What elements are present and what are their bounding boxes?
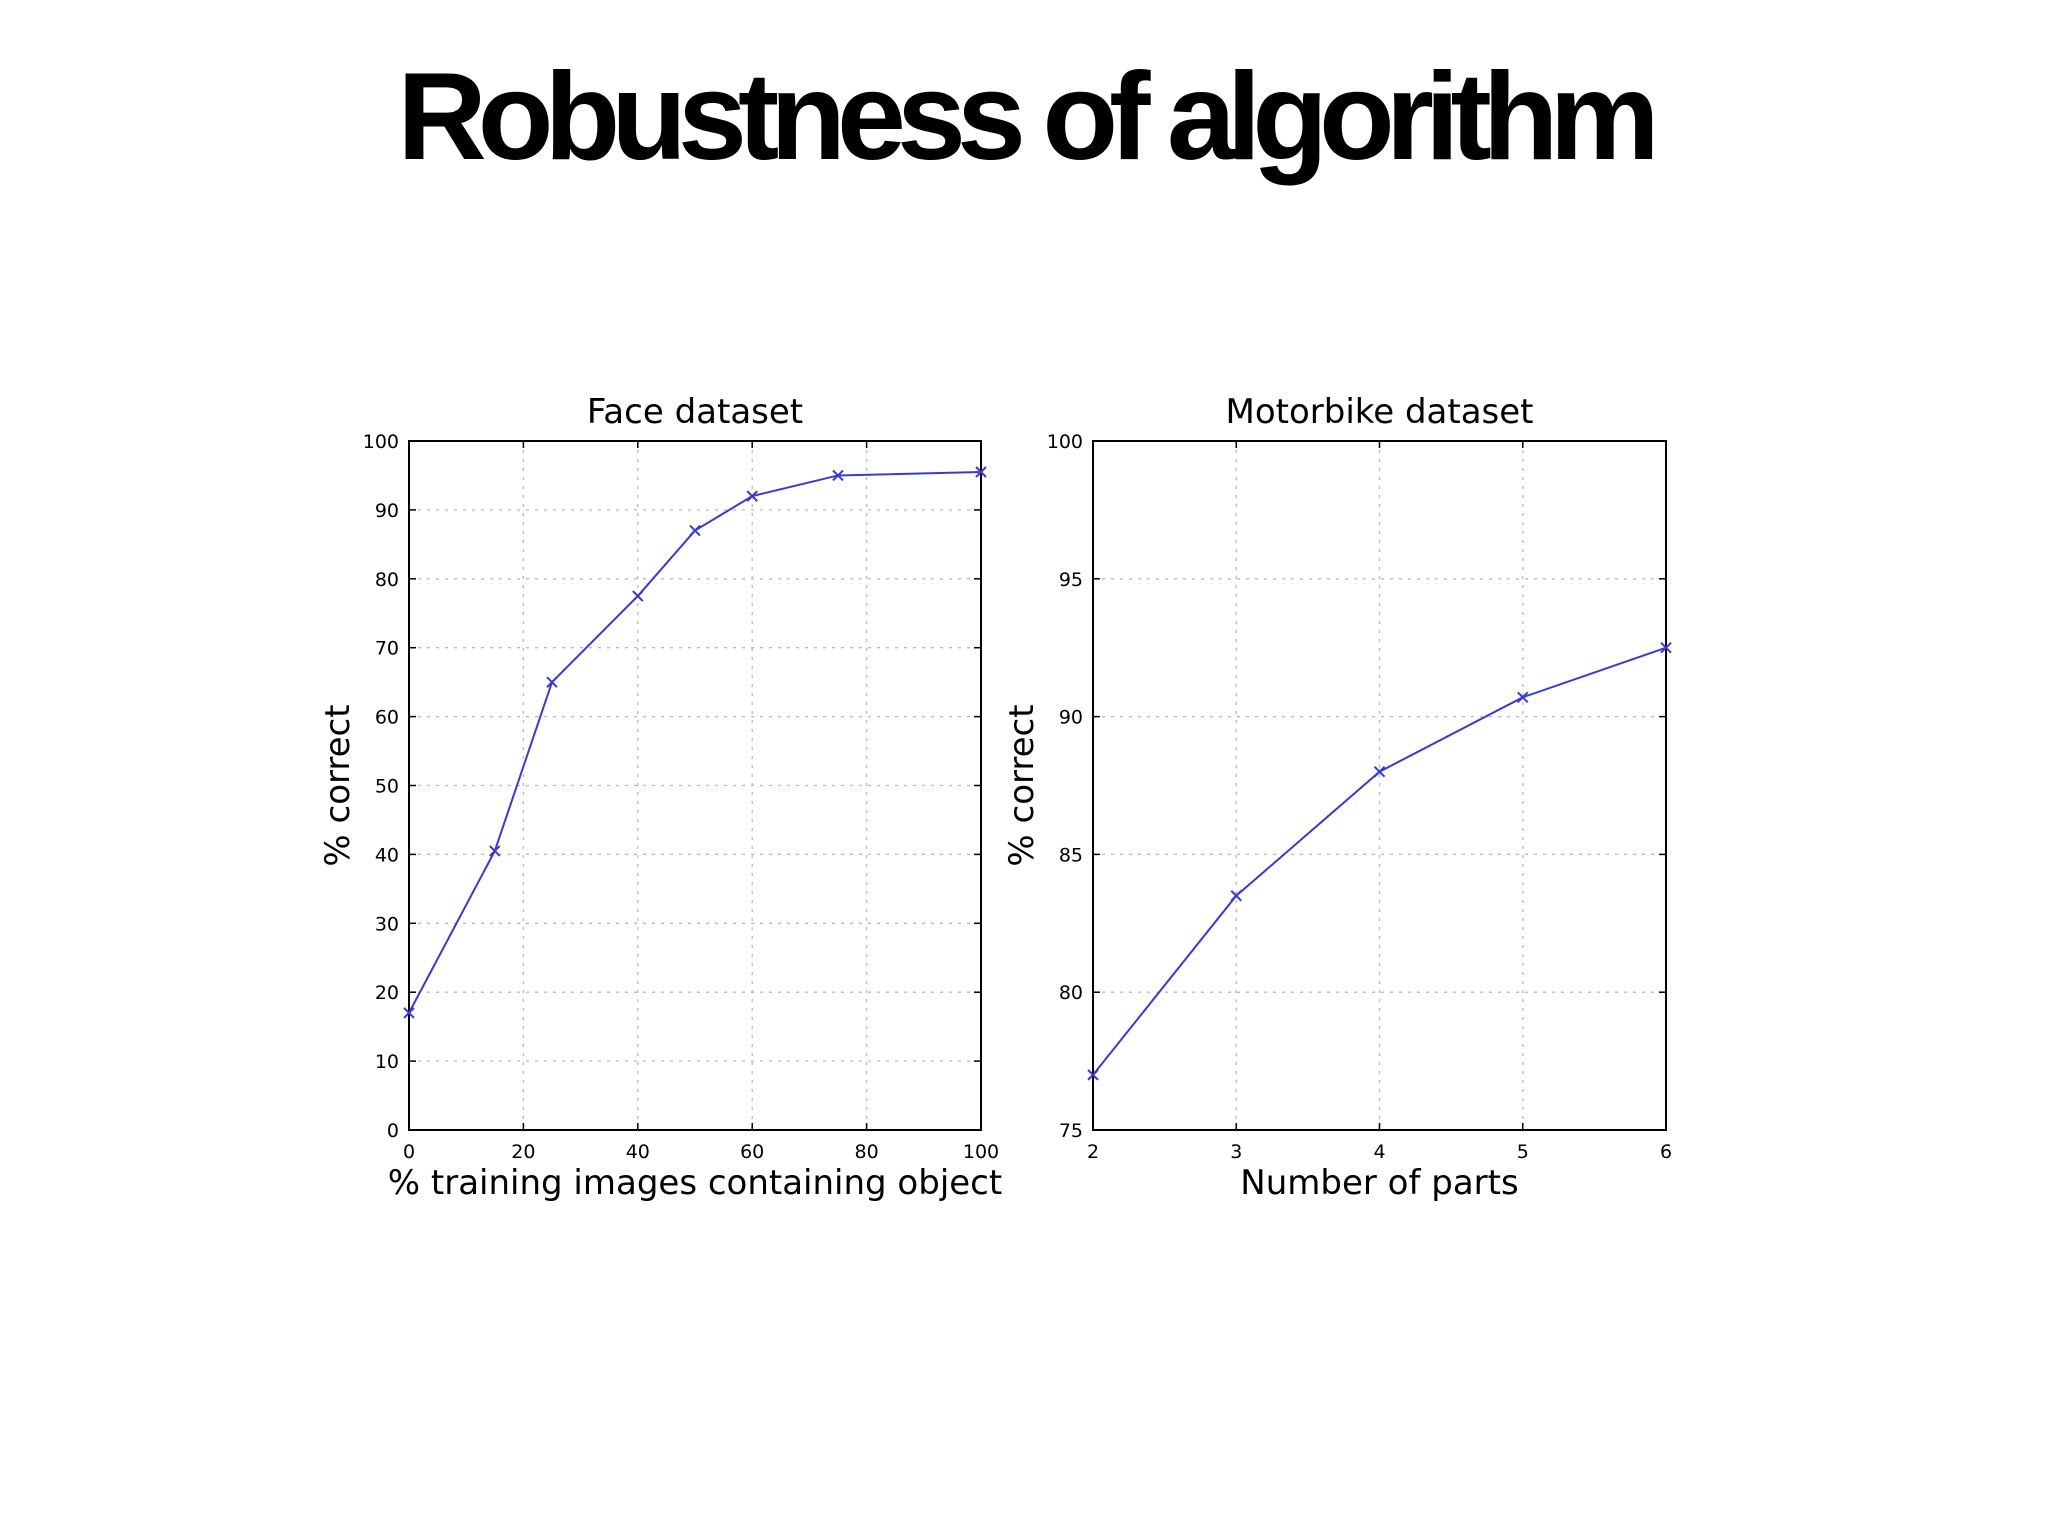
data-point-marker: [403, 1007, 415, 1019]
marker-stroke: [832, 469, 844, 482]
data-point-marker: [546, 676, 558, 688]
x-tick-label: 80: [855, 1141, 879, 1163]
marker-stroke: [975, 466, 987, 478]
x-tick-label: 100: [963, 1141, 999, 1163]
x-tick-label: 5: [1517, 1141, 1529, 1163]
data-point-marker: [746, 490, 758, 502]
y-axis-label: % correct: [1002, 704, 1042, 866]
x-tick-label: 4: [1373, 1141, 1385, 1163]
x-axis-label: Number of parts: [1240, 1163, 1518, 1203]
y-tick-label: 90: [375, 500, 399, 522]
motorbike-dataset-chart: 2 3 4 5 6 75 80 85 90 95 100 Motorbike dataset Numbe…: [1002, 392, 1672, 1203]
y-tick-label: 20: [375, 982, 399, 1004]
y-tick-label: 60: [375, 707, 399, 729]
y-tick-label: 0: [387, 1120, 399, 1142]
y-tick-label: 100: [1047, 431, 1083, 453]
y-tick-label: 100: [363, 431, 399, 453]
x-axis-label: % training images containing object: [388, 1163, 1002, 1203]
x-tick-label: 6: [1660, 1141, 1672, 1163]
series-line: [408, 471, 982, 1014]
data-point-marker: [1230, 890, 1242, 902]
y-axis-label: % correct: [318, 704, 358, 866]
data-point-marker: [832, 469, 844, 482]
marker-stroke: [746, 490, 758, 502]
y-tick-label: 95: [1059, 569, 1083, 591]
marker-stroke: [1373, 766, 1386, 778]
data-point-marker: [1517, 691, 1529, 704]
y-tick-label: 85: [1059, 844, 1083, 866]
x-tick-label: 2: [1087, 1141, 1099, 1163]
y-tick-label: 80: [375, 569, 399, 591]
y-tick-label: 80: [1059, 982, 1083, 1004]
marker-stroke: [632, 590, 644, 602]
x-tick-label: 20: [511, 1141, 535, 1163]
chart-title: Face dataset: [587, 392, 803, 432]
marker-stroke: [689, 524, 701, 537]
marker-stroke: [1660, 641, 1672, 654]
marker-stroke: [1087, 1069, 1099, 1081]
data-point-marker: [975, 466, 987, 478]
marker-stroke: [489, 845, 501, 857]
y-tick-label: 50: [375, 776, 399, 798]
marker-stroke: [403, 1007, 415, 1019]
y-tick-label: 70: [375, 638, 399, 660]
y-tick-label: 40: [375, 844, 399, 866]
marker-stroke: [1230, 890, 1242, 902]
y-tick-label: 10: [375, 1051, 399, 1073]
x-tick-label: 0: [403, 1141, 415, 1163]
data-point-marker: [1087, 1069, 1099, 1081]
data-point-marker: [689, 524, 701, 537]
face-dataset-chart: 0 20 40 60 80 100 0 10 20 30 40 50 60 70 80 90 100 Face d…: [318, 392, 1002, 1203]
marker-stroke: [546, 676, 558, 688]
data-point-marker: [1373, 766, 1386, 778]
data-point-marker: [1660, 641, 1672, 654]
y-tick-label: 90: [1059, 707, 1083, 729]
y-tick-label: 75: [1059, 1120, 1083, 1142]
x-tick-label: 3: [1230, 1141, 1242, 1163]
marker-stroke: [1517, 691, 1529, 704]
x-tick-label: 40: [626, 1141, 650, 1163]
y-tick-label: 30: [375, 913, 399, 935]
chart-title: Motorbike dataset: [1225, 392, 1533, 432]
slide-title: Robustness of algorithm: [397, 48, 1660, 186]
x-tick-label: 60: [740, 1141, 764, 1163]
data-point-marker: [632, 590, 644, 602]
data-point-marker: [489, 845, 501, 857]
